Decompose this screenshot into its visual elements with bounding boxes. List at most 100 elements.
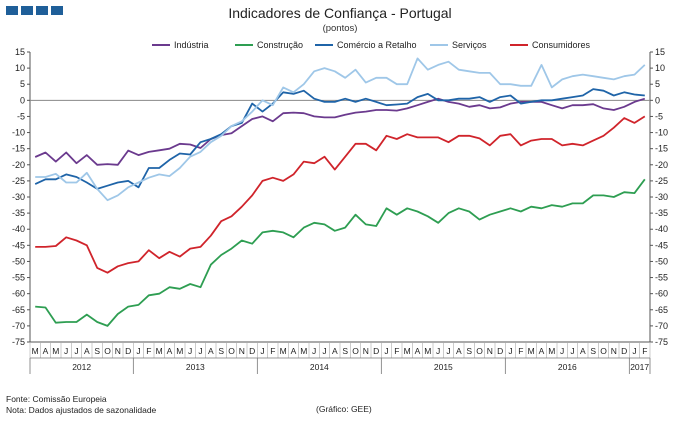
x-tick-label-month: D: [249, 346, 255, 356]
series-line-com-rcio-a-retalho: [34, 88, 645, 190]
x-tick-label-month: A: [84, 346, 90, 356]
y-tick-label-left: 0: [20, 95, 25, 105]
x-tick-label-month: S: [218, 346, 224, 356]
x-tick-label-month: J: [260, 346, 264, 356]
y-tick-label-right: -60: [655, 289, 668, 299]
y-tick-label-right: 0: [655, 95, 660, 105]
x-tick-label-year: 2013: [186, 362, 205, 372]
y-tick-label-right: -15: [655, 144, 668, 154]
legend-swatch: [510, 44, 528, 46]
x-tick-label-month: A: [332, 346, 338, 356]
x-tick-label-month: A: [43, 346, 49, 356]
y-tick-label-left: -50: [12, 256, 25, 266]
x-tick-label-month: F: [642, 346, 647, 356]
y-tick-label-left: -65: [12, 305, 25, 315]
x-tick-label-month: N: [611, 346, 617, 356]
x-tick-label-month: D: [373, 346, 379, 356]
x-tick-label-month: N: [487, 346, 493, 356]
x-tick-label-month: F: [518, 346, 523, 356]
chart-subtitle: (pontos): [322, 23, 358, 34]
x-tick-label-month: A: [539, 346, 545, 356]
x-tick-label-month: M: [300, 346, 307, 356]
y-tick-label-left: 5: [20, 79, 25, 89]
x-tick-label-year: 2016: [558, 362, 577, 372]
x-tick-label-month: N: [363, 346, 369, 356]
y-tick-label-left: -35: [12, 208, 25, 218]
series-line-servi-os: [35, 57, 646, 202]
x-tick-label-year: 2015: [434, 362, 453, 372]
x-tick-label-month: D: [125, 346, 131, 356]
x-tick-label-month: J: [64, 346, 68, 356]
series-line-constru-o: [35, 178, 646, 327]
y-tick-label-right: 5: [655, 79, 660, 89]
x-tick-label-month: O: [600, 346, 607, 356]
y-tick-label-right: -75: [655, 337, 668, 347]
x-tick-label-month: S: [590, 346, 596, 356]
source-note: Fonte: Comissão Europeia: [6, 394, 107, 404]
x-tick-label-month: J: [446, 346, 450, 356]
x-tick-label-month: S: [94, 346, 100, 356]
x-tick-label-month: J: [560, 346, 564, 356]
legend-item: Comércio a Retalho: [315, 40, 417, 50]
x-tick-label-month: M: [52, 346, 59, 356]
x-tick-label-month: O: [228, 346, 235, 356]
x-tick-label-month: N: [239, 346, 245, 356]
legend-label: Construção: [257, 40, 304, 50]
y-tick-label-left: -25: [12, 176, 25, 186]
legend-item: Consumidores: [510, 40, 590, 50]
y-tick-label-right: -45: [655, 240, 668, 250]
y-tick-label-left: 10: [15, 63, 25, 73]
y-tick-label-left: -10: [12, 128, 25, 138]
logo-block: [21, 6, 33, 15]
y-tick-label-right: -25: [655, 176, 668, 186]
logo-block: [36, 6, 48, 15]
y-tick-label-right: -5: [655, 111, 663, 121]
x-tick-label-month: O: [352, 346, 359, 356]
y-tick-label-right: -50: [655, 256, 668, 266]
x-tick-label-month: J: [508, 346, 512, 356]
x-tick-label-month: A: [580, 346, 586, 356]
x-tick-label-month: J: [198, 346, 202, 356]
x-tick-label-month: O: [476, 346, 483, 356]
chart-credit: (Gráfico: GEE): [316, 404, 372, 414]
x-tick-label-year: 2014: [310, 362, 329, 372]
y-tick-label-right: -20: [655, 160, 668, 170]
x-tick-label-month: S: [466, 346, 472, 356]
y-tick-label-left: -75: [12, 337, 25, 347]
y-tick-label-right: -40: [655, 224, 668, 234]
y-tick-label-left: -60: [12, 289, 25, 299]
x-tick-label-year: 2012: [72, 362, 91, 372]
logo: [6, 6, 63, 15]
legend-label: Serviços: [452, 40, 487, 50]
y-tick-label-left: -55: [12, 273, 25, 283]
chart-title: Indicadores de Confiança - Portugal: [228, 5, 452, 21]
x-tick-label-month: J: [322, 346, 326, 356]
legend-swatch: [315, 44, 333, 46]
y-tick-label-right: -10: [655, 128, 668, 138]
y-tick-label-left: -30: [12, 192, 25, 202]
x-tick-label-month: D: [621, 346, 627, 356]
x-tick-label-month: N: [115, 346, 121, 356]
x-tick-label-month: A: [415, 346, 421, 356]
x-tick-label-month: J: [632, 346, 636, 356]
x-tick-label-month: F: [146, 346, 151, 356]
x-tick-label-month: J: [570, 346, 574, 356]
x-tick-label-month: D: [497, 346, 503, 356]
legend-swatch: [235, 44, 253, 46]
y-tick-label-right: -70: [655, 321, 668, 331]
adjustment-note: Nota: Dados ajustados de sazonalidade: [6, 405, 157, 415]
legend-item: Indústria: [152, 40, 209, 50]
y-tick-label-right: -65: [655, 305, 668, 315]
legend-swatch: [152, 44, 170, 46]
x-tick-label-month: F: [394, 346, 399, 356]
y-tick-label-left: -45: [12, 240, 25, 250]
x-tick-label-month: A: [167, 346, 173, 356]
x-tick-label-month: M: [176, 346, 183, 356]
x-tick-label-month: O: [104, 346, 111, 356]
y-tick-label-left: -15: [12, 144, 25, 154]
x-tick-label-year: 2017: [630, 362, 649, 372]
series-line-consumidores: [35, 115, 646, 274]
x-tick-label-month: M: [32, 346, 39, 356]
chart-legend: Indústria Construção Comércio a Retalho Ser…: [100, 40, 660, 54]
